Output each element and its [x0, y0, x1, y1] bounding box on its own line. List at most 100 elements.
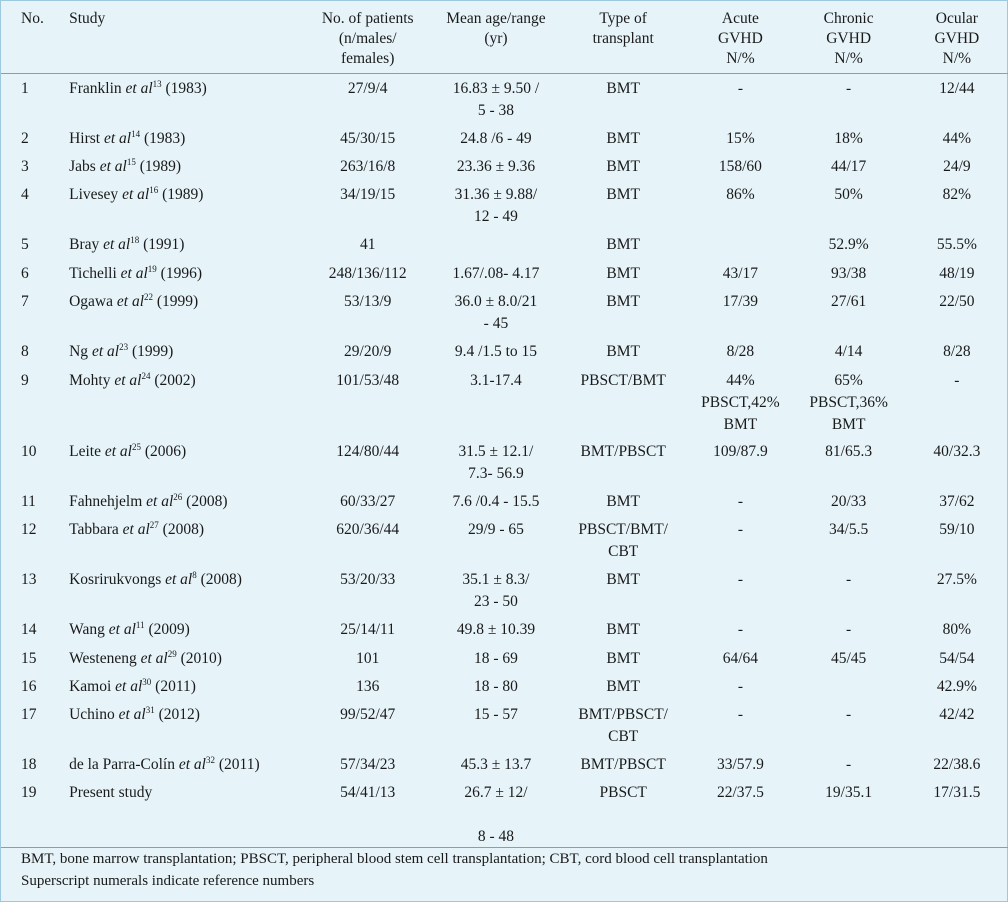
cell-study: Leite et al25 (2006) [63, 437, 301, 487]
table-row: 3 Jabs et al15 (1989) 263/16/8 23.36 ± 9.36… [1, 152, 1008, 180]
cell-line: BMT [606, 649, 640, 667]
cell-patients: 54/41/13 [302, 778, 434, 848]
cell-patients: 45/30/15 [302, 124, 434, 152]
study-year: (2009) [144, 620, 190, 638]
cell-study: Westeneng et al29 (2010) [63, 644, 301, 672]
header-line: No. [21, 10, 44, 27]
cell-line: 99/52/47 [340, 705, 396, 723]
cell-study: Bray et al18 (1991) [63, 230, 301, 259]
cell-line: PBSCT [599, 783, 647, 801]
cell-line: 48/19 [939, 264, 975, 282]
cell-chronic-gvhd: 81/65.3 [793, 437, 905, 487]
study-reference: 14 [131, 128, 141, 139]
cell-line: 4/14 [834, 342, 863, 360]
cell-transplant-type: BMT/PBSCT [558, 750, 688, 778]
cell-transplant-type: BMT/PBSCT [558, 437, 688, 487]
cell-line: BMT/PBSCT/ [578, 705, 668, 723]
cell-patients: 248/136/112 [302, 259, 434, 287]
cell-line: 35.1 ± 8.3/ [462, 570, 530, 588]
cell-age: 49.8 ± 10.39 [434, 615, 558, 644]
cell-line: - [737, 80, 743, 97]
table-row: 11 Fahnehjelm et al26 (2008) 60/33/27 7.6 /… [1, 487, 1008, 515]
cell-patients: 41 [302, 230, 434, 259]
header-line: Study [69, 10, 106, 27]
cell-chronic-gvhd: 50% [793, 180, 905, 230]
cell-line: 22/38.6 [933, 755, 981, 773]
cell-age: 18 - 69 [434, 644, 558, 672]
table-row: 19 Present study 54/41/13 26.7 ± 12/ 8 - 48… [1, 778, 1008, 848]
cell-study: Tabbara et al27 (2008) [63, 515, 301, 565]
cell-line: 19/35.1 [825, 783, 873, 801]
cell-line: 8/28 [943, 342, 971, 360]
study-year: (1983) [140, 129, 186, 147]
study-et-al: et al [122, 520, 150, 538]
study-et-al: et al [122, 185, 150, 203]
cell-patients: 101 [302, 644, 434, 672]
cell-line: 15% [726, 129, 755, 147]
cell-line: BMT [606, 620, 640, 638]
header-transplant-type: Type of transplant [558, 1, 689, 74]
cell-transplant-type: BMT [558, 565, 688, 615]
header-line: N/% [942, 50, 972, 67]
cell-ocular-gvhd: 80% [905, 615, 1008, 644]
study-et-al: et al [165, 570, 193, 588]
study-reference: 30 [142, 676, 152, 687]
cell-line: 45.3 ± 13.7 [460, 755, 532, 773]
cell-patients: 25/14/11 [302, 615, 434, 644]
study-reference: 22 [144, 291, 154, 302]
cell-chronic-gvhd: 93/38 [793, 259, 905, 287]
cell-patients: 124/80/44 [302, 437, 434, 487]
cell-line: 27/9/4 [347, 80, 388, 97]
cell-line: 80% [942, 620, 972, 638]
study-et-al: et al [178, 755, 206, 773]
cell-line: - [846, 620, 852, 638]
study-et-al: et al [103, 235, 131, 253]
cell-age: 31.36 ± 9.88/12 - 49 [434, 180, 558, 230]
cell-line: 8 - 48 [477, 827, 515, 845]
table-row: 1 Franklin et al13 (1983) 27/9/4 16.83 ± 9.… [1, 74, 1008, 124]
cell-acute-gvhd: - [688, 515, 792, 565]
cell-line: BMT [606, 129, 640, 147]
study-et-al: et al [120, 264, 148, 282]
cell-patients: 29/20/9 [302, 337, 434, 366]
cell-acute-gvhd: 64/64 [688, 644, 792, 672]
header-line: GVHD [718, 30, 763, 47]
cell-line: 22/50 [939, 292, 975, 310]
cell-no: 6 [21, 264, 29, 282]
table-row: 8 Ng et al23 (1999) 29/20/9 9.4 /1.5 to 15 B… [1, 337, 1008, 366]
study-year: (2008) [196, 570, 242, 588]
cell-line: BMT [606, 235, 640, 253]
cell-chronic-gvhd: 27/61 [793, 287, 905, 337]
cell-line: PBSCT,36% [809, 393, 888, 411]
cell-age: 24.8 /6 - 49 [434, 124, 558, 152]
cell-no: 9 [21, 371, 29, 389]
cell-line: 7.3- 56.9 [468, 464, 524, 482]
cell-age: 18 - 80 [434, 672, 558, 700]
cell-line: 31.36 ± 9.88/ [454, 185, 538, 203]
cell-line [436, 234, 556, 256]
cell-no: 19 [21, 783, 37, 801]
cell-line: 59/10 [939, 520, 975, 538]
cell-chronic-gvhd: - [793, 615, 905, 644]
study-year: (2006) [140, 442, 187, 460]
cell-age: 36.0 ± 8.0/21 - 45 [434, 287, 558, 337]
cell-transplant-type: PBSCT/BMT/CBT [558, 515, 688, 565]
cell-acute-gvhd: 44% PBSCT,42% BMT [688, 366, 792, 437]
cell-line: 49.8 ± 10.39 [456, 620, 536, 638]
study-et-al: et al [118, 705, 146, 723]
cell-ocular-gvhd: 17/31.5 [905, 778, 1008, 848]
cell-line: 45/30/15 [340, 129, 396, 147]
cell-chronic-gvhd: - [793, 74, 905, 124]
header-age: Mean age/range (yr) [433, 1, 559, 74]
cell-chronic-gvhd: 18% [793, 124, 905, 152]
cell-transplant-type: BMT [558, 337, 688, 366]
cell-patients: 27/9/4 [302, 74, 434, 124]
cell-no: 10 [21, 442, 37, 460]
study-year: (2011) [151, 677, 196, 695]
cell-line: 44% [726, 371, 755, 389]
cell-line: 109/87.9 [713, 442, 768, 460]
header-line: Mean age/range [446, 10, 546, 27]
header-patients: No. of patients (n/males/females) [301, 1, 434, 74]
cell-study: Livesey et al16 (1989) [63, 180, 301, 230]
cell-line: BMT [606, 342, 640, 360]
